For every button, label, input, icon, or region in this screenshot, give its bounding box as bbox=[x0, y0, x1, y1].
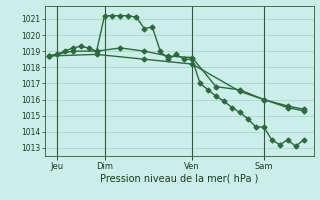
X-axis label: Pression niveau de la mer( hPa ): Pression niveau de la mer( hPa ) bbox=[100, 173, 258, 183]
